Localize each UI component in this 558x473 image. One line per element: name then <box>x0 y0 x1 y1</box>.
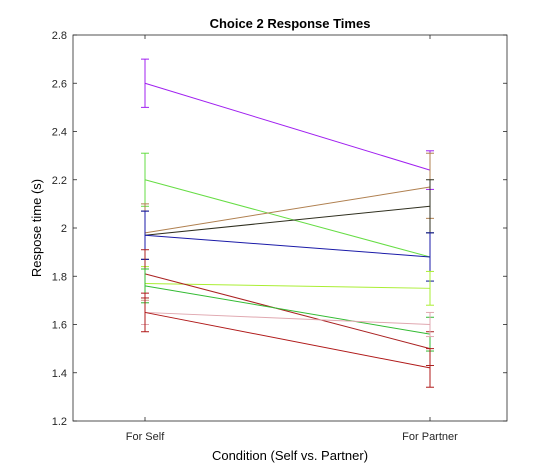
series-line <box>144 311 431 325</box>
chart-title: Choice 2 Response Times <box>210 16 371 31</box>
error-bar <box>426 311 434 338</box>
error-bar <box>426 348 434 388</box>
y-tick-label: 1.4 <box>52 368 67 380</box>
y-tick-label: 2.2 <box>52 175 67 187</box>
series-layer <box>141 58 434 388</box>
series <box>141 292 434 388</box>
series-line <box>144 285 431 335</box>
series-line <box>144 273 431 350</box>
y-tick-label: 2.8 <box>52 30 67 42</box>
series-line <box>144 311 431 369</box>
x-axis-label: Condition (Self vs. Partner) <box>212 448 368 463</box>
series-line <box>144 282 431 289</box>
y-tick-label: 1.8 <box>52 271 67 283</box>
error-bar <box>141 292 149 333</box>
y-tick-label: 1.6 <box>52 320 67 332</box>
series-line <box>144 205 431 236</box>
series-line <box>144 234 431 258</box>
y-tick-label: 1.2 <box>52 416 67 428</box>
y-tick-label: 2.4 <box>52 127 67 139</box>
y-tick-label: 2.6 <box>52 78 67 90</box>
error-bar <box>141 58 149 108</box>
plot-area <box>73 35 507 421</box>
series-line <box>144 186 431 234</box>
y-axis-label: Respose time (s) <box>29 179 44 277</box>
x-tick-label: For Partner <box>402 431 458 443</box>
series-line <box>144 179 431 258</box>
y-ticks: 1.2 1.4 1.6 1.8 2 2.2 2.4 2.6 2.8 <box>52 30 507 428</box>
x-tick-label: For Self <box>126 431 165 443</box>
series-line <box>144 82 431 171</box>
y-tick-label: 2 <box>61 223 67 235</box>
error-bar <box>426 270 434 306</box>
x-ticks: For Self For Partner <box>126 35 458 443</box>
